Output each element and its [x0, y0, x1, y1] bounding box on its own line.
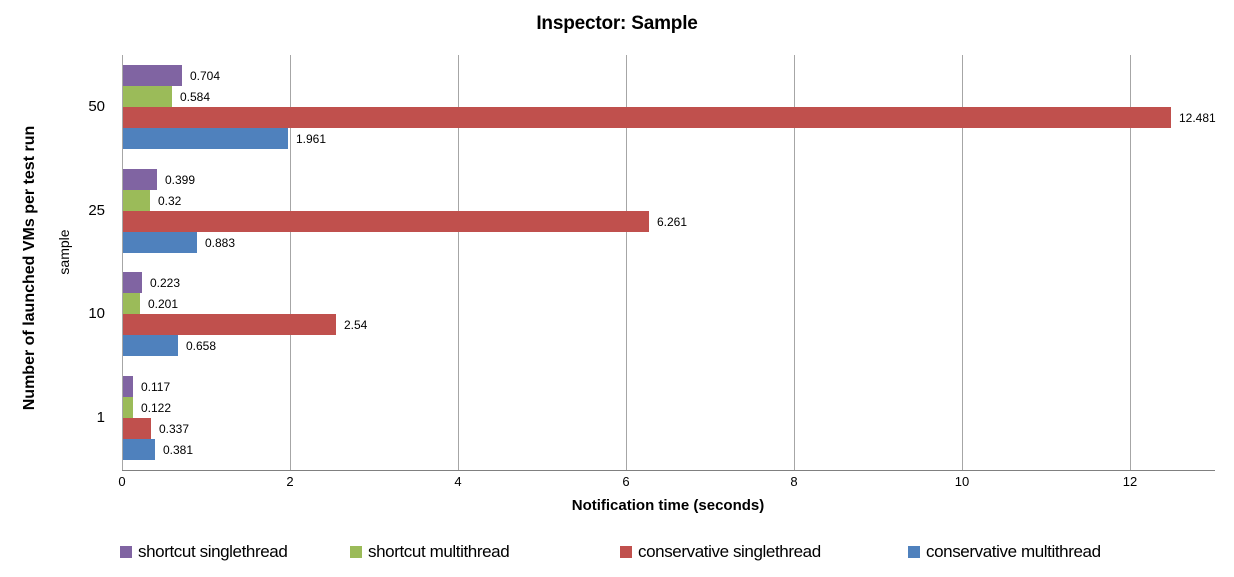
- legend-swatch: [908, 546, 920, 558]
- legend-label: conservative multithread: [926, 542, 1101, 561]
- y-category-label: 25: [88, 202, 105, 219]
- bar-shortcut-singlethread-cat-1: [123, 376, 133, 397]
- bar-shortcut-singlethread-cat-10: [123, 272, 142, 293]
- legend-label: conservative singlethread: [638, 542, 821, 561]
- plot-area: 0.704 0.584 12.481 1.961 0.399 0.32 6.261 0.883…: [122, 55, 1216, 471]
- bar-value-label: 0.337: [159, 422, 190, 436]
- legend-label: shortcut singlethread: [138, 542, 288, 561]
- legend-item-conservative-multithread: conservative multithread: [908, 541, 1101, 563]
- bar-shortcut-multithread-cat-1: [123, 397, 133, 418]
- bar-value-label: 0.704: [190, 69, 221, 83]
- gridline-x-12: [1130, 55, 1131, 470]
- x-tick-label-2: 2: [286, 474, 294, 489]
- gridline-x-2: [290, 55, 291, 470]
- bar-conservative-multithread-cat-50: [123, 128, 288, 149]
- legend-item-shortcut-singlethread: shortcut singlethread: [120, 541, 288, 563]
- bar-shortcut-multithread-cat-10: [123, 293, 140, 314]
- bar-conservative-singlethread-cat-10: [123, 314, 336, 335]
- bar-shortcut-singlethread-cat-25: [123, 169, 157, 190]
- x-axis-line: [122, 470, 1215, 471]
- bar-value-label: 0.122: [141, 401, 172, 415]
- gridline-x-10: [962, 55, 963, 470]
- gridline-x-0: [122, 55, 123, 470]
- bar-conservative-multithread-cat-1: [123, 439, 155, 460]
- bar-conservative-singlethread-cat-1: [123, 418, 151, 439]
- gridline-x-6: [626, 55, 627, 470]
- y-category-label: 10: [88, 305, 105, 322]
- x-axis-title: Notification time (seconds): [571, 497, 765, 514]
- bar-conservative-multithread-cat-25: [123, 232, 197, 253]
- bar-value-label: 1.961: [296, 132, 327, 146]
- legend-swatch: [350, 546, 362, 558]
- bar-shortcut-multithread-cat-25: [123, 190, 150, 211]
- bar-value-label: 12.481: [1179, 111, 1216, 125]
- legend-item-shortcut-multithread: shortcut multithread: [350, 541, 510, 563]
- legend-swatch: [120, 546, 132, 558]
- gridline-x-4: [458, 55, 459, 470]
- gridline-x-8: [794, 55, 795, 470]
- y-category-label: 1: [96, 409, 105, 426]
- y-category-label: 50: [88, 98, 105, 115]
- bar-value-label: 0.223: [150, 276, 181, 290]
- bar-shortcut-singlethread-cat-50: [123, 65, 182, 86]
- bar-conservative-singlethread-cat-25: [123, 211, 649, 232]
- x-tick-label-0: 0: [118, 474, 126, 489]
- legend-item-conservative-singlethread: conservative singlethread: [620, 541, 821, 563]
- x-tick-label-12: 12: [1122, 474, 1138, 489]
- bar-value-label: 0.117: [141, 380, 171, 394]
- y-axis-title: Number of launched VMs per test run: [21, 125, 38, 411]
- bar-conservative-multithread-cat-10: [123, 335, 178, 356]
- bar-value-label: 6.261: [657, 215, 688, 229]
- bar-value-label: 2.54: [344, 318, 368, 332]
- bar-value-label: 0.381: [163, 443, 194, 457]
- chart-title: Inspector: Sample: [536, 13, 698, 34]
- x-tick-label-10: 10: [954, 474, 970, 489]
- x-tick-label-4: 4: [454, 474, 462, 489]
- legend-label: shortcut multithread: [368, 542, 510, 561]
- x-tick-label-8: 8: [790, 474, 798, 489]
- y-axis-subtitle: sample: [56, 229, 72, 275]
- bar-value-label: 0.883: [205, 236, 236, 250]
- legend-swatch: [620, 546, 632, 558]
- bar-shortcut-multithread-cat-50: [123, 86, 172, 107]
- bar-value-label: 0.658: [186, 339, 217, 353]
- bar-value-label: 0.201: [148, 297, 179, 311]
- bar-value-label: 0.584: [180, 90, 211, 104]
- x-tick-label-6: 6: [622, 474, 630, 489]
- bar-value-label: 0.399: [165, 173, 196, 187]
- bar-value-label: 0.32: [158, 194, 182, 208]
- bar-conservative-singlethread-cat-50: [123, 107, 1171, 128]
